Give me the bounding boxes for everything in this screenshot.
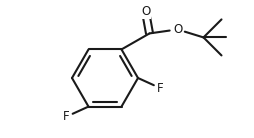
Text: F: F: [63, 110, 70, 123]
Text: O: O: [141, 5, 150, 18]
Text: F: F: [157, 82, 163, 95]
Text: O: O: [173, 23, 182, 36]
